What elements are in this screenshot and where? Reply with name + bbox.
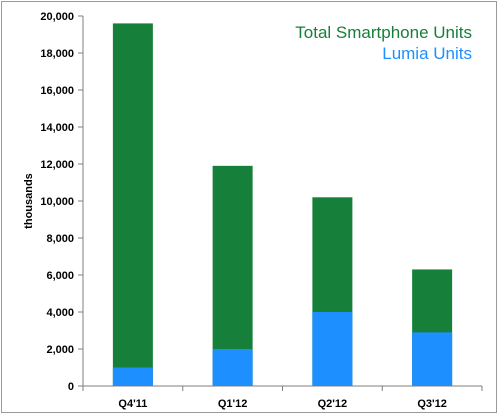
y-tick-label: 20,000 [40, 11, 74, 23]
legend-entry-lumia: Lumia Units [382, 44, 472, 63]
legend-entry-total: Total Smartphone Units [295, 23, 472, 42]
x-category-label: Q2'12 [318, 398, 348, 410]
bar-total-0 [112, 23, 153, 387]
bar-lumia-2 [312, 312, 353, 386]
y-tick-label: 10,000 [40, 196, 74, 208]
x-category-label: Q4'11 [118, 398, 147, 410]
bar-lumia-1 [212, 349, 253, 386]
y-tick-label: 14,000 [40, 122, 74, 134]
bar-lumia-0 [112, 367, 153, 386]
y-tick-label: 0 [68, 381, 74, 393]
y-tick-label: 2,000 [46, 344, 74, 356]
y-tick-label: 18,000 [40, 48, 74, 60]
x-category-label: Q1'12 [218, 398, 248, 410]
y-tick-label: 16,000 [40, 85, 74, 97]
y-tick-label: 8,000 [46, 233, 74, 245]
y-axis-title: thousands [23, 173, 35, 229]
x-category-label: Q3'12 [417, 398, 447, 410]
y-tick-label: 12,000 [40, 159, 74, 171]
y-tick-label: 6,000 [46, 270, 74, 282]
bar-lumia-3 [412, 332, 453, 386]
y-tick-label: 4,000 [46, 307, 74, 319]
